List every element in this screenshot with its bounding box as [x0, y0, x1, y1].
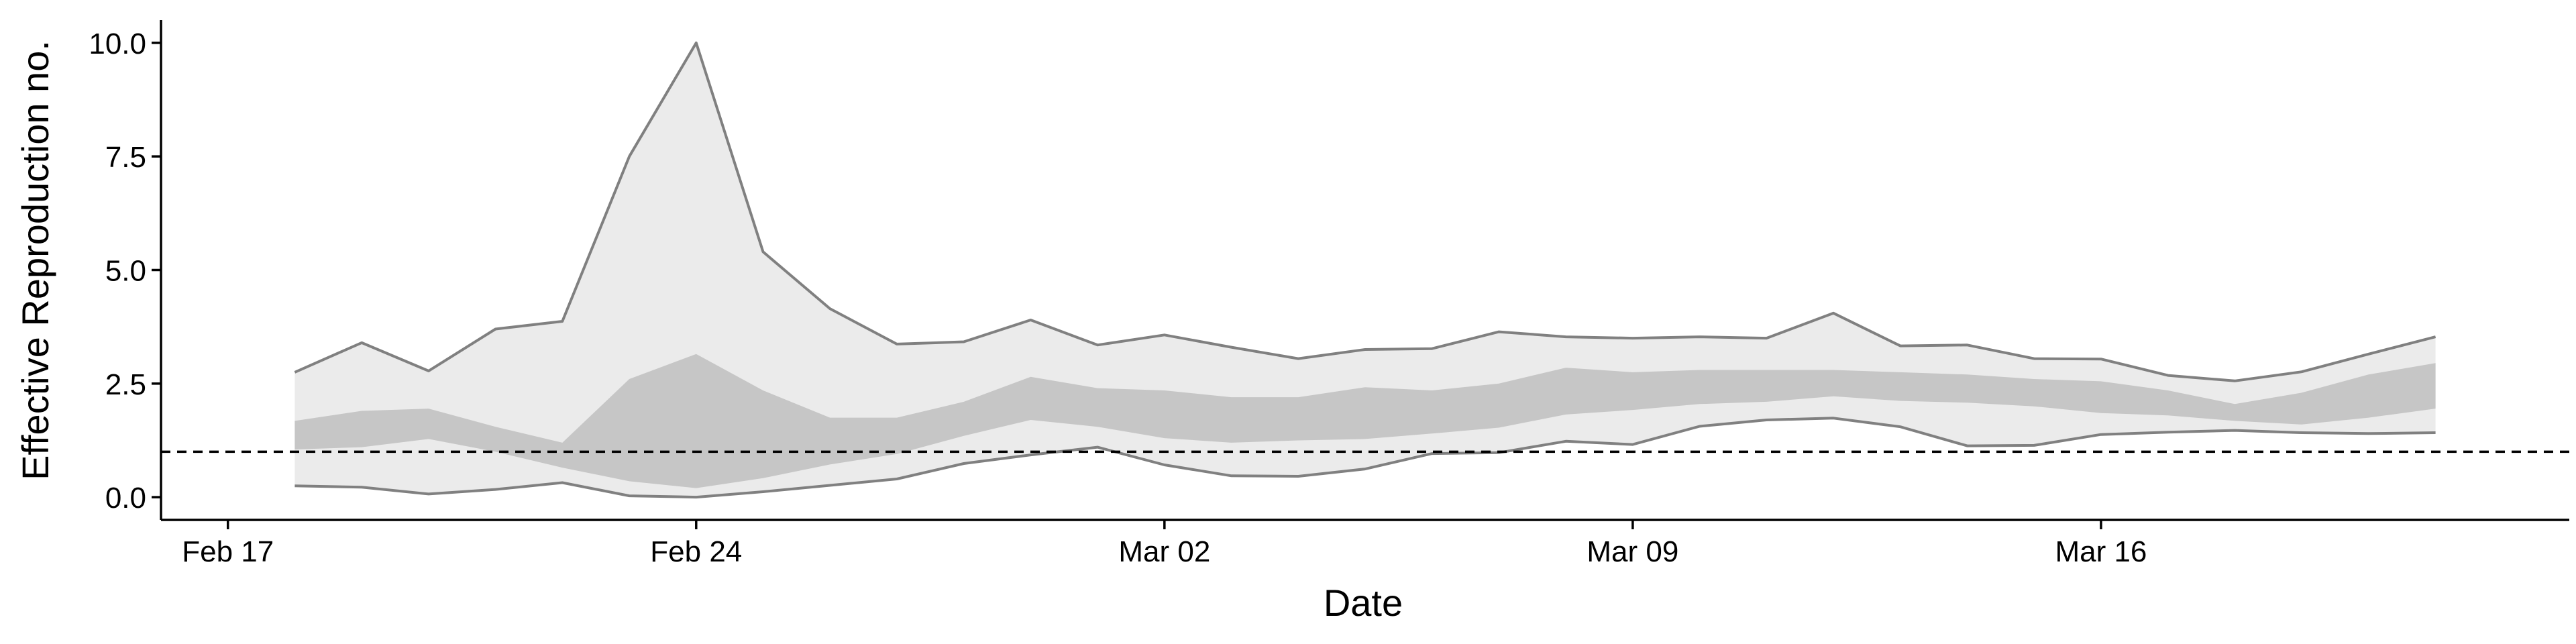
- y-tick-label-7.5: 7.5: [105, 141, 146, 174]
- y-tick-label-0.0: 0.0: [105, 482, 146, 515]
- x-tick-label-2020-03-16: Mar 16: [2055, 535, 2147, 568]
- y-axis-title: Effective Reproduction no.: [14, 40, 56, 480]
- y-tick-label-10.0: 10.0: [89, 28, 146, 60]
- axes-layer: 0.0 2.5 5.0 7.5 10.0 Feb 17 Feb 24 Mar 02 Mar 09…: [89, 20, 2569, 568]
- y-tick-label-2.5: 2.5: [105, 368, 146, 401]
- x-tick-label-2020-02-17: Feb 17: [182, 535, 274, 568]
- x-tick-label-2020-02-24: Feb 24: [650, 535, 742, 568]
- y-tick-label-5.0: 5.0: [105, 255, 146, 288]
- x-axis-title: Date: [1324, 582, 1403, 624]
- x-tick-label-2020-03-09: Mar 09: [1587, 535, 1678, 568]
- upper-bound-line: [294, 41, 2436, 382]
- lower-bound-line: [294, 417, 2436, 499]
- inner-band: [294, 354, 2436, 488]
- bands-layer: [294, 42, 2436, 498]
- lines-layer: [294, 41, 2436, 499]
- x-tick-label-2020-03-02: Mar 02: [1118, 535, 1210, 568]
